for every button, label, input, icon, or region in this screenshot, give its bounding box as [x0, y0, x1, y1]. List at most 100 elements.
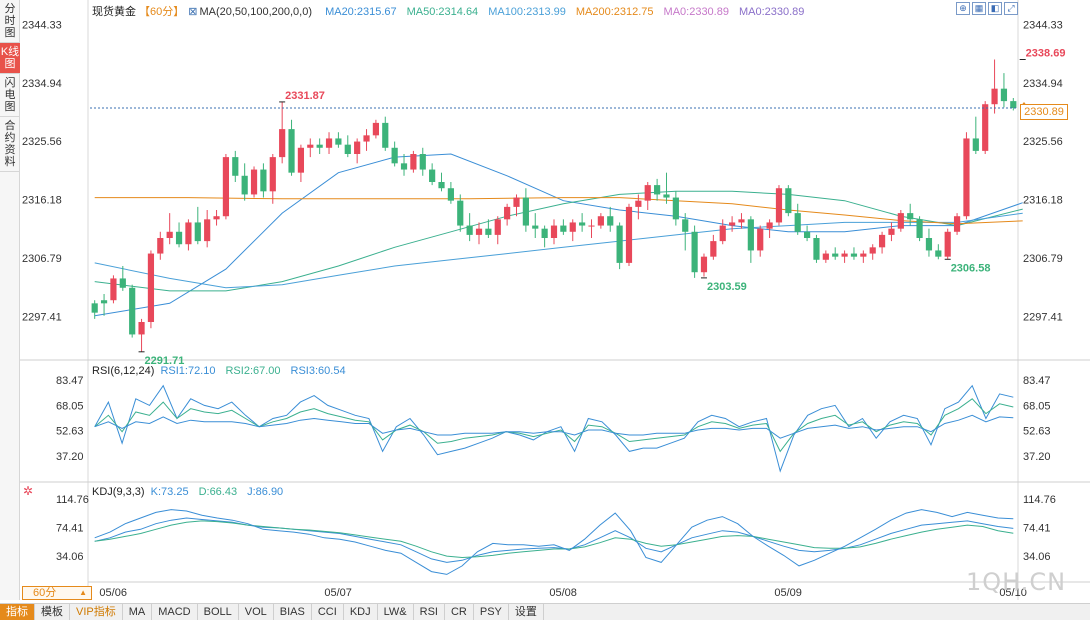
chart-canvas[interactable]: 2344.33 2344.33 2334.94 2334.94 2325.56 2325.… [20, 0, 1090, 603]
price-tick-right: 2344.33 [1023, 19, 1063, 31]
candle-body [297, 147, 305, 173]
kdj-tick-left: 34.06 [56, 551, 84, 563]
ma-value-0: MA20:2315.67 [325, 6, 397, 18]
kdj-value-0: K:73.25 [150, 486, 189, 498]
candle-body [560, 225, 567, 232]
toolbar-vip-indicators[interactable]: VIP指标 [70, 604, 123, 620]
tab-intraday[interactable]: 分时图 [0, 0, 20, 43]
instrument-title: 现货黄金 [92, 6, 136, 18]
date-tick: 05/06 [99, 587, 127, 599]
rsi-value-1: RSI2:67.00 [225, 365, 281, 377]
candle-body [878, 234, 886, 248]
price-tick-left: 2306.79 [22, 253, 62, 265]
indicator-toolbar: 指标 模板 VIP指标 MA MACD BOLL VOL BIAS CCI KD… [0, 603, 1090, 620]
kdj-values: K:73.25 D:66.43 J:86.90 [151, 486, 294, 498]
candle-body [897, 213, 904, 229]
candle-body [691, 231, 698, 273]
candle-body [213, 216, 220, 220]
kdj-value-2: J:86.90 [247, 486, 284, 498]
candle-body [250, 169, 258, 195]
rsi-line-rsi3 [94, 414, 1014, 439]
kdj-tick-right: 74.41 [1023, 523, 1051, 535]
candle-body [494, 219, 501, 235]
last-price-tag: 2330.89 [1020, 104, 1068, 120]
candle-body [719, 225, 726, 242]
candle-body [682, 219, 689, 232]
ma-line-ma100 [94, 212, 1023, 289]
triangle-up-icon: ▲ [79, 588, 87, 597]
candle-body [363, 135, 370, 142]
candle-body [288, 129, 295, 173]
kdj-legend: KDJ(9,3,3) K:73.25 D:66.43 J:86.90 [92, 486, 293, 498]
toolbar-vol[interactable]: VOL [239, 604, 274, 620]
candle-body [110, 278, 117, 301]
rsi-value-0: RSI1:72.10 [160, 365, 216, 377]
toolbar-templates[interactable]: 模板 [35, 604, 70, 620]
candle-body [316, 144, 323, 148]
candle-body [579, 222, 586, 226]
toolbar-ma[interactable]: MA [123, 604, 153, 620]
price-tick-right: 2325.56 [1023, 136, 1063, 148]
candle-body [607, 216, 614, 226]
price-tick-left: 2297.41 [22, 311, 62, 323]
toolbar-lw[interactable]: LW& [378, 604, 414, 620]
candle-body [429, 169, 436, 182]
candle-body [888, 228, 895, 235]
toolbar-macd[interactable]: MACD [152, 604, 198, 620]
ma-values: MA20:2315.67 MA50:2314.64 MA100:2313.99 MA2… [325, 6, 814, 18]
ma-settings-icon[interactable]: ⊠ [188, 6, 198, 18]
price-tick-left: 2334.94 [22, 78, 62, 90]
rsi-line-rsi1 [94, 384, 1014, 473]
candle-body [663, 194, 670, 198]
candle-body [438, 182, 445, 189]
candle-body [654, 185, 661, 195]
toolbar-cci[interactable]: CCI [312, 604, 344, 620]
kdj-tick-right: 114.76 [1023, 494, 1056, 506]
split-icon[interactable]: ◧ [988, 2, 1002, 15]
candle-body [344, 144, 351, 154]
extreme-label: 2303.59 [707, 281, 747, 293]
candle-body [963, 138, 970, 217]
candle-body [147, 253, 155, 322]
toolbar-kdj[interactable]: KDJ [344, 604, 378, 620]
extreme-label: 2306.58 [951, 262, 991, 274]
tab-kline[interactable]: K线图 [0, 43, 20, 74]
candle-body [710, 241, 717, 257]
rsi-tick-right: 83.47 [1023, 375, 1051, 387]
candle-body [794, 213, 801, 232]
date-tick: 05/10 [999, 587, 1027, 599]
date-tick: 05/08 [549, 587, 577, 599]
candle-body [119, 278, 126, 288]
toolbar-settings[interactable]: 设置 [509, 604, 544, 620]
candle-body [907, 213, 914, 220]
candle-body [541, 228, 548, 238]
candle-body [644, 185, 651, 201]
chart-tools: ⊕ ▦ ◧ ⤢ [956, 2, 1018, 15]
expand-icon[interactable]: ⤢ [1004, 2, 1018, 15]
price-tick-right: 2316.18 [1023, 195, 1063, 207]
candle-body [204, 219, 211, 242]
period-selector[interactable]: 60分 ▲ [22, 586, 92, 600]
toolbar-cr[interactable]: CR [445, 604, 474, 620]
candle-body [335, 138, 342, 145]
extreme-label: 2291.71 [145, 355, 185, 367]
period-label: 【60分】 [139, 6, 185, 18]
grid-icon[interactable]: ▦ [972, 2, 986, 15]
toolbar-indicators[interactable]: 指标 [0, 604, 35, 620]
toolbar-rsi[interactable]: RSI [414, 604, 445, 620]
kdj-tick-right: 34.06 [1023, 551, 1051, 563]
candle-body [522, 197, 529, 226]
toolbar-bias[interactable]: BIAS [274, 604, 312, 620]
candle-body [766, 222, 773, 229]
toolbar-psy[interactable]: PSY [474, 604, 509, 620]
price-tick-right: 2334.94 [1023, 78, 1063, 90]
ma-value-4: MA0:2330.89 [663, 6, 729, 18]
tab-contract-info[interactable]: 合约资料 [0, 117, 20, 172]
tab-flash[interactable]: 闪电图 [0, 74, 20, 117]
toolbar-boll[interactable]: BOLL [198, 604, 239, 620]
fullscreen-icon[interactable]: ⊕ [956, 2, 970, 15]
candle-body [138, 322, 145, 335]
rsi-tick-right: 52.63 [1023, 426, 1051, 438]
indicator-gear-icon[interactable]: ✲ [23, 484, 34, 498]
